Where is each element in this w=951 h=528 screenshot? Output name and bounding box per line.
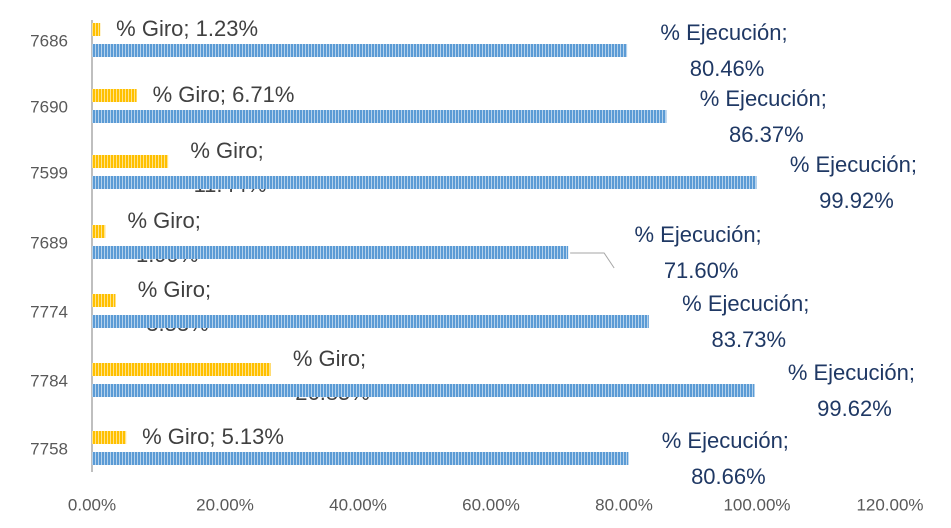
ejecucion-bar <box>92 110 667 123</box>
x-tick-label: 60.00% <box>462 495 520 514</box>
y-tick-label: 7784 <box>30 371 68 390</box>
giro-bar <box>92 294 116 307</box>
y-tick-label: 7689 <box>30 233 68 252</box>
giro-bar <box>92 23 101 36</box>
data-label: % Ejecución; 83.73% <box>682 291 815 352</box>
giro-bar <box>92 363 271 376</box>
ejecucion-bar <box>92 384 755 397</box>
x-tick-label: 100.00% <box>723 495 790 514</box>
x-tick-label: 0.00% <box>68 495 116 514</box>
y-tick-label: 7686 <box>30 31 68 50</box>
data-label: % Ejecución; 71.60% <box>634 222 767 283</box>
giro-bar <box>92 431 127 444</box>
ejecucion-bar <box>92 452 629 465</box>
data-label: % Ejecución; 80.46% <box>660 20 793 81</box>
y-tick-label: 7774 <box>30 302 68 321</box>
leader-line <box>570 252 615 269</box>
ejecucion-bar <box>92 176 757 189</box>
x-tick-label: 120.00% <box>856 495 923 514</box>
ejecucion-bar <box>92 315 649 328</box>
giro-bar <box>92 225 106 238</box>
data-label: % Ejecución; 99.92% <box>790 152 923 213</box>
giro-bar <box>92 89 137 102</box>
y-tick-label: 7599 <box>30 163 68 182</box>
data-label: % Ejecución; 99.62% <box>788 360 921 421</box>
giro-bar <box>92 155 169 168</box>
data-label: % Giro; 1.23% <box>116 16 258 41</box>
ejecucion-bar <box>92 44 628 57</box>
x-tick-label: 40.00% <box>329 495 387 514</box>
data-label: % Giro; 5.13% <box>142 424 284 449</box>
x-tick-label: 80.00% <box>595 495 653 514</box>
data-label: % Ejecución; 80.66% <box>662 428 795 489</box>
y-tick-label: 7758 <box>30 439 68 458</box>
y-tick-label: 7690 <box>30 97 68 116</box>
ejecucion-bar <box>92 246 569 259</box>
data-label: % Ejecución; 86.37% <box>700 86 833 147</box>
x-tick-label: 20.00% <box>196 495 254 514</box>
data-label: % Giro; 6.71% <box>153 82 295 107</box>
